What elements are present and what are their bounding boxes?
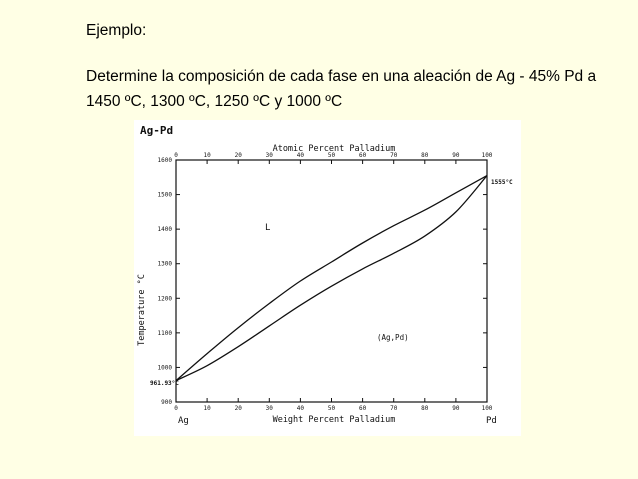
x-tick-label: 0 [174, 405, 178, 412]
y-tick-label: 1300 [158, 261, 173, 268]
top-tick-label: 30 [266, 152, 274, 159]
x-tick-label: 30 [266, 405, 274, 412]
top-tick-label: 10 [203, 152, 211, 159]
x-tick-label: 60 [359, 405, 367, 412]
y-tick-label: 1100 [158, 330, 173, 337]
y-tick-label: 1000 [158, 364, 173, 371]
ag-melting-point-label: 961.93°C [150, 380, 179, 387]
liquidus-curve [175, 175, 488, 382]
y-axis-label: Temperature °C [137, 274, 147, 346]
top-tick-label: 80 [421, 152, 429, 159]
phase-diagram-figure: Ag-Pd Atomic Percent Palladium Weight Pe… [134, 120, 521, 436]
system-label: Ag-Pd [140, 124, 173, 137]
x-tick-label: 70 [390, 405, 398, 412]
x-tick-label: 100 [482, 405, 493, 412]
right-element-label: Pd [486, 416, 497, 426]
y-tick-label: 1500 [158, 192, 173, 199]
top-tick-label: 70 [390, 152, 398, 159]
top-tick-label: 0 [174, 152, 178, 159]
left-element-label: Ag [178, 416, 189, 426]
top-tick-label: 60 [359, 152, 367, 159]
x-tick-label: 50 [328, 405, 336, 412]
top-tick-label: 50 [328, 152, 336, 159]
x-tick-label: 20 [235, 405, 243, 412]
top-tick-label: 20 [235, 152, 243, 159]
bottom-axis-label: Weight Percent Palladium [273, 415, 396, 425]
y-tick-label: 1200 [158, 295, 173, 302]
x-tick-label: 90 [452, 405, 460, 412]
y-tick-label: 1400 [158, 226, 173, 233]
plot-frame [175, 159, 488, 403]
pd-melting-point-label: 1555°C [491, 179, 513, 186]
liquid-region-label: L [265, 223, 270, 233]
top-tick-label: 90 [452, 152, 460, 159]
x-tick-label: 10 [203, 405, 211, 412]
solid-region-label: (Ag,Pd) [377, 333, 409, 342]
top-tick-label: 40 [297, 152, 305, 159]
y-tick-label: 1600 [158, 157, 173, 164]
y-tick-label: 900 [161, 399, 172, 406]
x-tick-label: 40 [297, 405, 305, 412]
problem-statement: Determine la composición de cada fase en… [86, 68, 597, 110]
solidus-curve [175, 175, 488, 382]
top-tick-label: 100 [482, 152, 493, 159]
slide-heading: Ejemplo: [86, 22, 147, 39]
x-tick-label: 80 [421, 405, 429, 412]
phase-diagram: Ag-Pd Atomic Percent Palladium Weight Pe… [137, 124, 513, 426]
top-axis-label: Atomic Percent Palladium [273, 144, 396, 154]
